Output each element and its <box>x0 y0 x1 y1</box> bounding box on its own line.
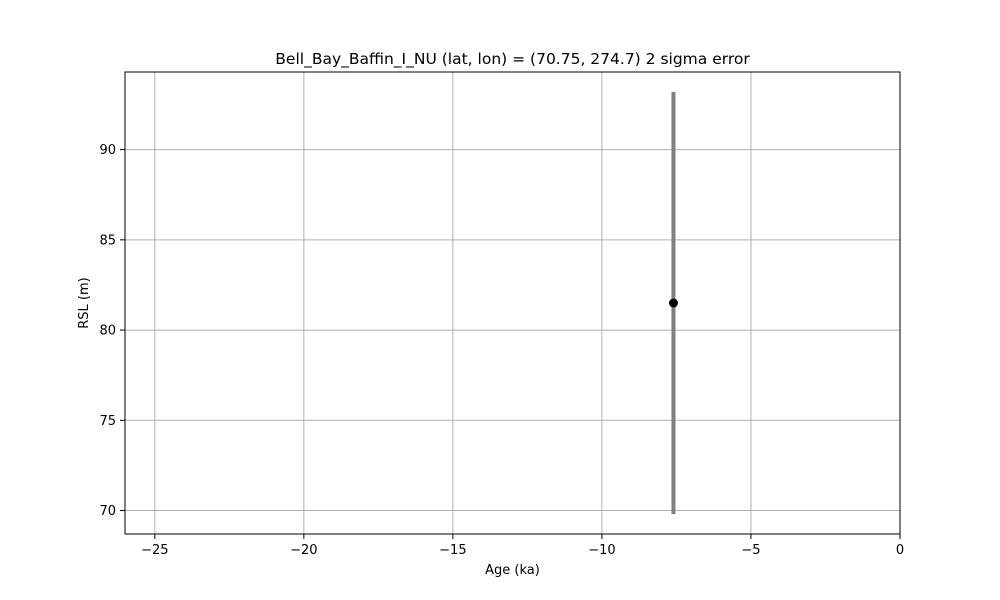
x-axis-ticks: −25 −20 −15 −10 −5 0 <box>141 534 904 558</box>
y-tick-label: 90 <box>99 143 116 158</box>
x-tick-label: −5 <box>741 543 760 558</box>
x-tick-label: −25 <box>141 543 168 558</box>
data-point <box>668 298 678 308</box>
data-points <box>668 298 678 308</box>
y-tick-label: 85 <box>99 233 116 248</box>
x-axis-label: Age (ka) <box>485 563 540 578</box>
x-tick-label: −10 <box>588 543 615 558</box>
grid-lines <box>125 72 901 534</box>
y-axis-ticks: 70 75 80 85 90 <box>99 143 125 519</box>
x-tick-label: 0 <box>896 543 904 558</box>
plot-frame <box>124 71 901 535</box>
y-tick-label: 80 <box>99 324 116 339</box>
x-tick-label: −20 <box>290 543 317 558</box>
y-tick-label: 70 <box>99 504 116 519</box>
y-tick-label: 75 <box>99 414 116 429</box>
y-axis-label: RSL (m) <box>77 277 92 328</box>
chart-title: Bell_Bay_Baffin_I_NU (lat, lon) = (70.75… <box>275 50 750 69</box>
x-tick-label: −15 <box>439 543 466 558</box>
